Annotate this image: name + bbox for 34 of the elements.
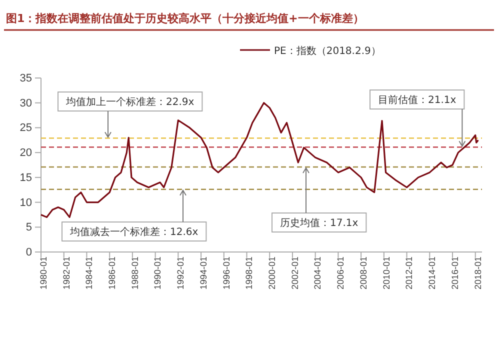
x-tick-label: 2002-01 [290, 256, 300, 290]
x-tick-label: 1998-01 [244, 256, 254, 290]
y-tick-label: 20 [20, 147, 32, 160]
y-tick-label: 25 [20, 122, 32, 134]
x-tick-label: 1996-01 [221, 256, 232, 290]
x-tick-label: 2016-01 [450, 256, 460, 290]
x-tick-label: 1980-01 [38, 256, 48, 290]
y-tick-label: 10 [20, 196, 32, 209]
x-tick-label: 2000-01 [267, 256, 278, 290]
y-tick-label: 30 [20, 97, 32, 110]
x-tick-label: 1994-01 [198, 256, 208, 290]
ref-line-label: 目前估值：21.1x [378, 94, 456, 106]
x-tick-label: 1986-01 [106, 256, 117, 290]
x-tick-label: 2010-01 [381, 256, 392, 290]
y-tick-label: 15 [20, 172, 32, 184]
ref-line-label: 均值减去一个标准差：12.6x [69, 226, 198, 238]
x-tick-label: 2012-01 [404, 256, 414, 290]
x-tick-label: 1988-01 [130, 256, 140, 290]
y-tick-label: 35 [20, 72, 32, 85]
x-tick-label: 2018-01 [472, 256, 483, 290]
x-tick-label: 1984-01 [84, 256, 94, 290]
x-tick-label: 1982-01 [61, 256, 72, 290]
x-tick-label: 2008-01 [358, 256, 368, 290]
x-tick-label: 2006-01 [336, 256, 346, 290]
x-tick-label: 1992-01 [176, 256, 186, 290]
ref-line-label: 均值加上一个标准差：22.9x [65, 96, 194, 108]
x-tick-label: 1990-01 [152, 256, 163, 290]
chart-title: 图1：指数在调整前估值处于历史较高水平（十分接近均值+一个标准差） [6, 12, 364, 25]
x-tick-label: 2004-01 [312, 256, 323, 290]
legend-label: PE：指数（2018.2.9） [274, 45, 381, 57]
x-tick-label: 2014-01 [427, 256, 438, 290]
y-tick-label: 0 [26, 246, 32, 259]
ref-line-label: 历史均值：17.1x [280, 217, 358, 229]
y-tick-label: 5 [26, 222, 32, 234]
